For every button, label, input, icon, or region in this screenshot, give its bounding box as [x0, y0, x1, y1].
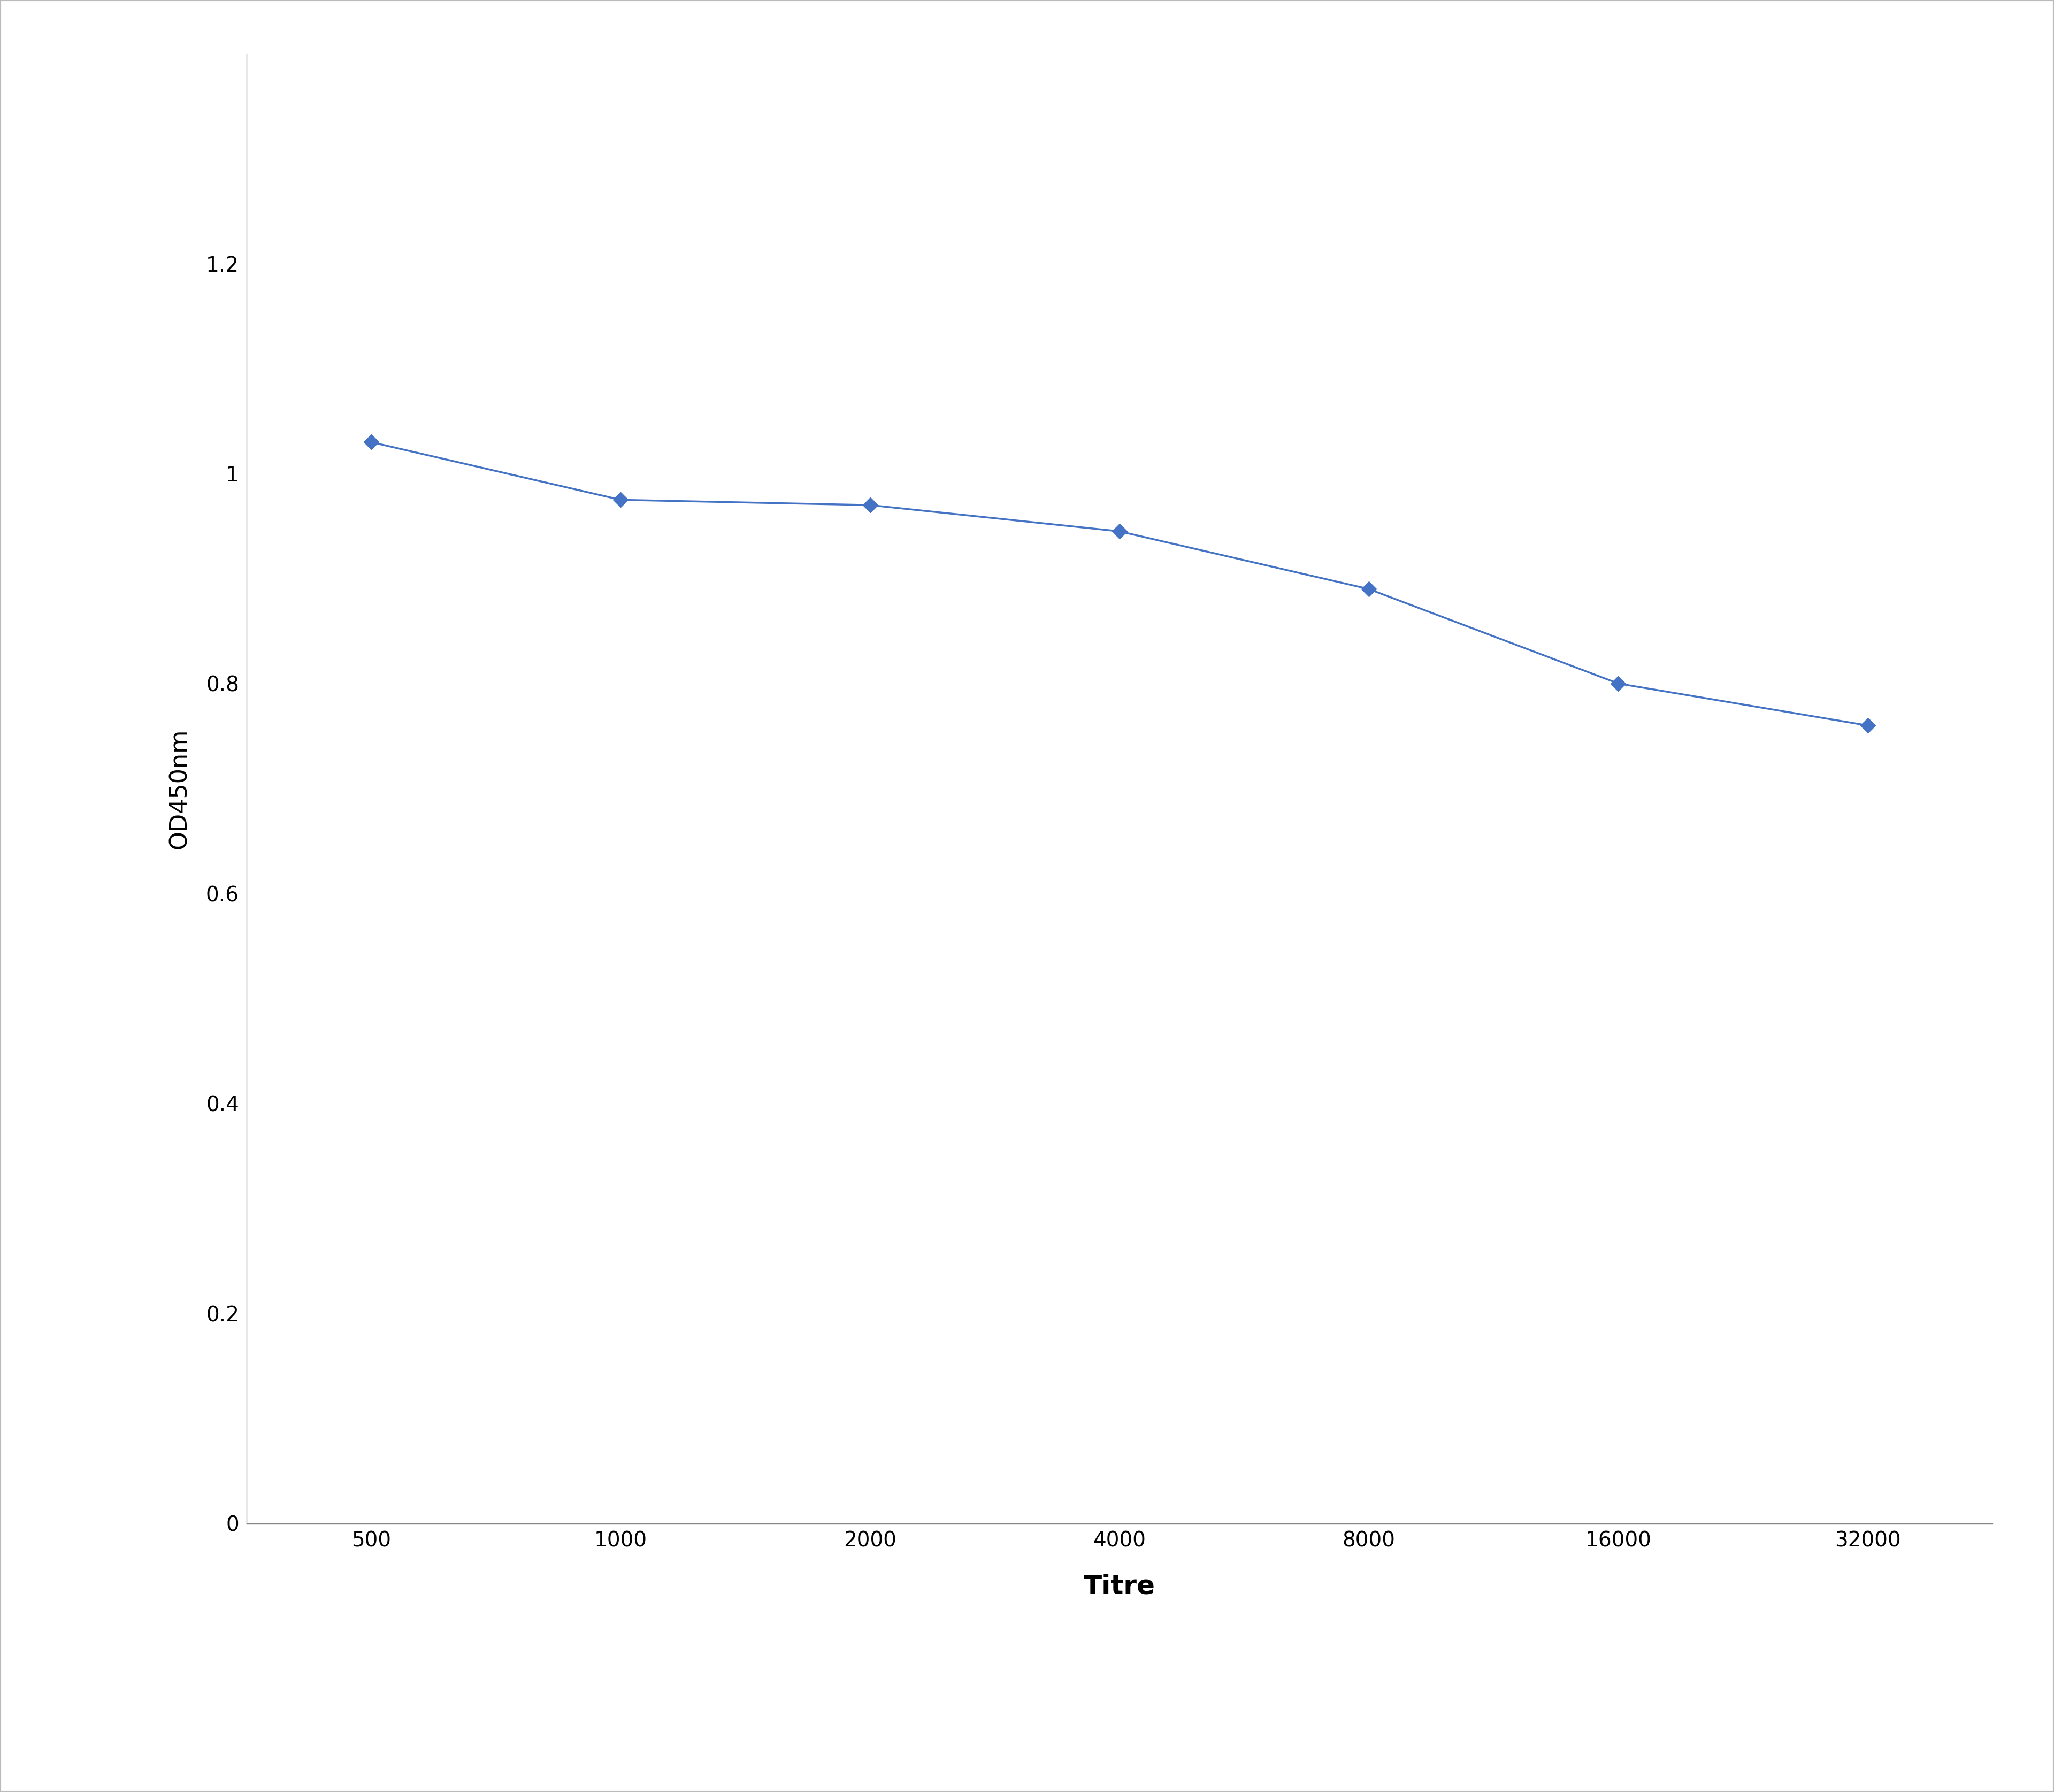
X-axis label: Titre: Titre — [1085, 1573, 1154, 1598]
Y-axis label: OD450nm: OD450nm — [168, 728, 191, 849]
